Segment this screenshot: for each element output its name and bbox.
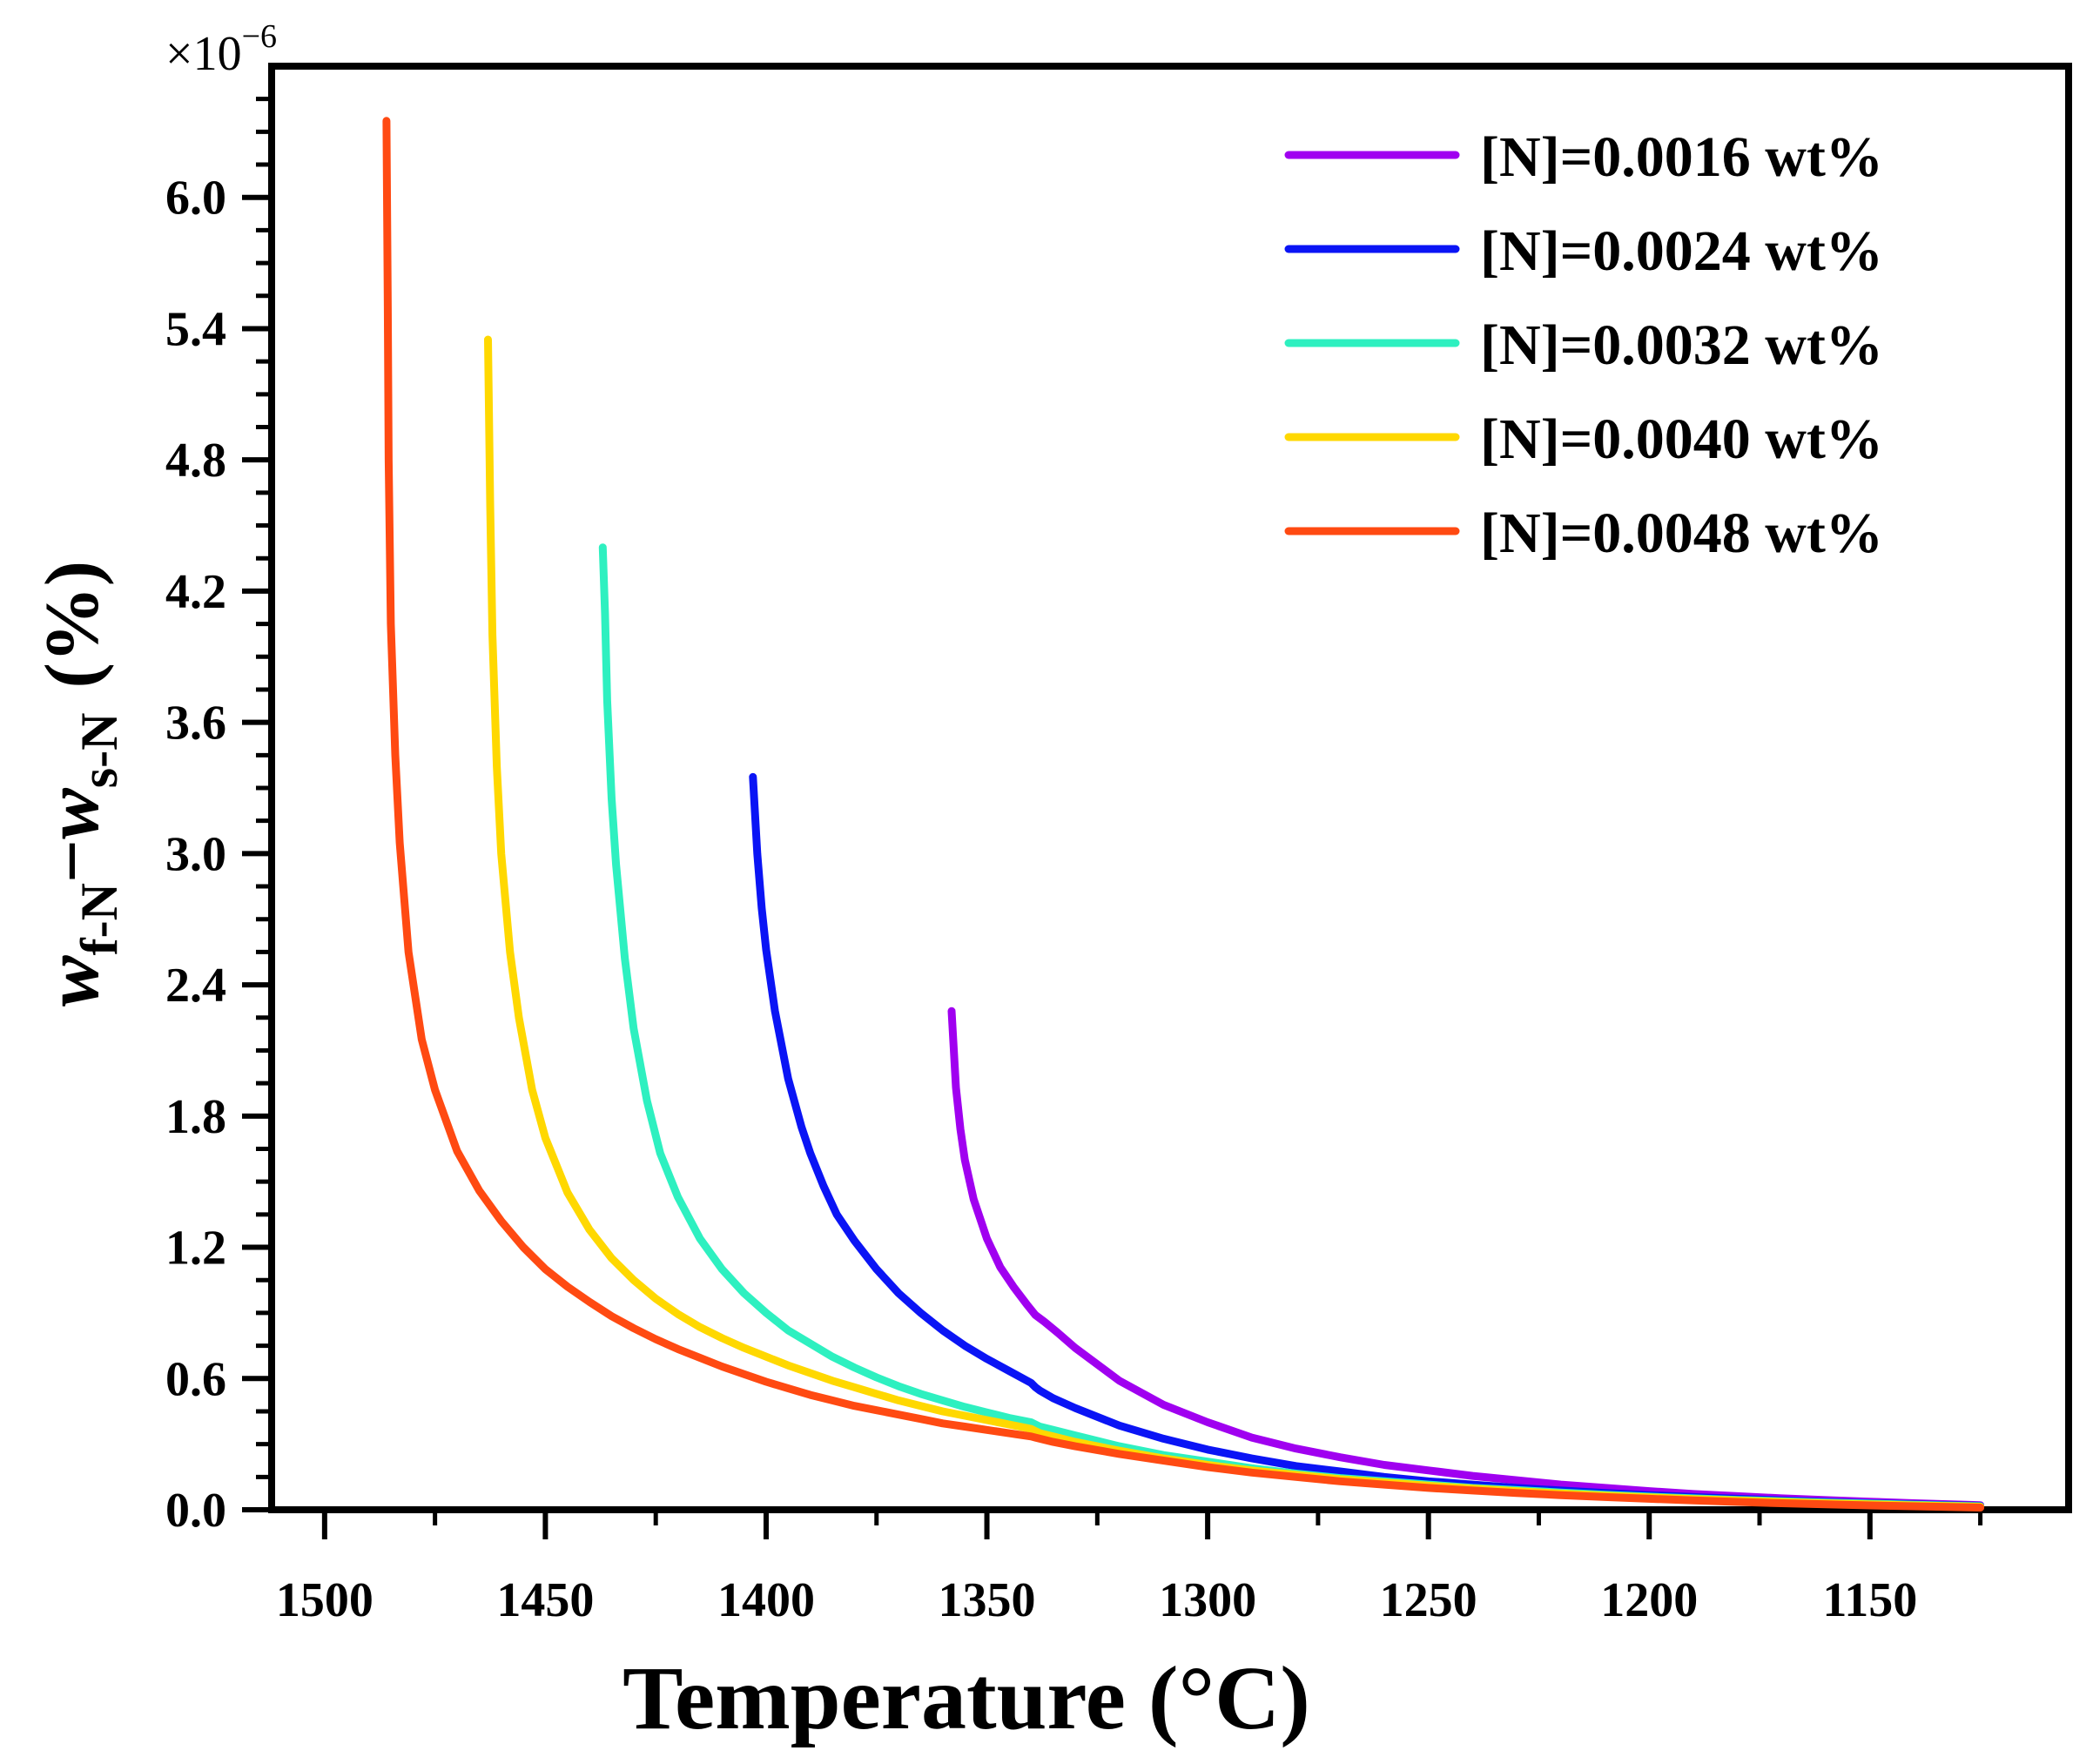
y-tick-label: 4.8 [165, 434, 226, 488]
y-tick-label: 2.4 [165, 959, 226, 1013]
legend-label-4: [N]=0.0040 wt% [1480, 407, 1883, 471]
legend-label-1: [N]=0.0016 wt% [1480, 125, 1883, 189]
x-tick-label: 1450 [496, 1573, 594, 1627]
x-tick-label: 1200 [1600, 1573, 1698, 1627]
y-title-var2: w [30, 788, 115, 839]
y-tick-label: 6.0 [165, 172, 226, 226]
y-tick-label: 0.0 [165, 1484, 226, 1538]
x-tick-label: 1400 [717, 1573, 815, 1627]
y-tick-label: 3.6 [165, 697, 226, 751]
y-tick-label: 5.4 [165, 302, 226, 356]
axis-ticks [242, 97, 1983, 1539]
series-line-1 [947, 1007, 1985, 1510]
y-multiplier-base: ×10 [165, 27, 242, 81]
x-tick-label: 1300 [1159, 1573, 1256, 1627]
legend: [N]=0.0016 wt% [N]=0.0024 wt% [N]=0.0032 w… [1284, 125, 1883, 565]
series-line-5 [382, 117, 1985, 1512]
y-tick-label: 4.2 [165, 565, 226, 619]
y-tick-label: 0.6 [165, 1352, 226, 1406]
x-tick-label: 1150 [1822, 1573, 1917, 1627]
legend-label-3: [N]=0.0032 wt% [1480, 313, 1883, 377]
x-tick-label: 1500 [276, 1573, 374, 1627]
y-title-sub2: s-N [71, 713, 128, 789]
x-tick-label: 1350 [939, 1573, 1036, 1627]
y-tick-label: 1.2 [165, 1222, 226, 1276]
y-title-unit: (%) [30, 561, 115, 689]
y-multiplier-exponent: −6 [242, 18, 277, 55]
tick-labels: 1500 1450 1400 1350 1300 1250 1200 1150 0.0 0.6 1.… [165, 172, 1917, 1627]
series-line-3 [598, 543, 1985, 1511]
y-axis-title: wf-N−ws-N(%) [30, 561, 128, 1007]
legend-label-2: [N]=0.0024 wt% [1480, 219, 1883, 283]
y-tick-label: 3.0 [165, 827, 226, 881]
y-title-minus: − [30, 839, 115, 883]
x-tick-label: 1250 [1380, 1573, 1477, 1627]
series-lines [382, 117, 1985, 1512]
y-tick-label: 1.8 [165, 1090, 226, 1144]
y-title-var1: w [30, 955, 115, 1007]
y-multiplier: ×10−6 [165, 18, 277, 81]
x-axis-title: Temperature (°C) [623, 1648, 1310, 1748]
legend-label-5: [N]=0.0048 wt% [1480, 502, 1883, 565]
y-title-sub1: f-N [71, 883, 128, 955]
